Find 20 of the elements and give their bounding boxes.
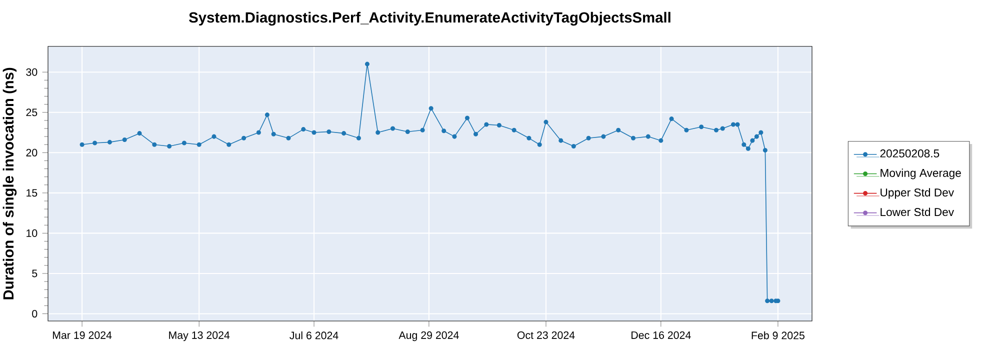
y-tick-label: 0: [32, 310, 38, 318]
legend-label: 20250208.5: [880, 149, 940, 158]
y-axis-title: Duration of single invocation (ns): [2, 68, 17, 300]
y-tick-label: 10: [26, 229, 38, 237]
x-tick-label: Dec 16 2024: [632, 331, 691, 339]
x-tick-label: Mar 19 2024: [52, 331, 112, 339]
x-tick-label: Feb 9 2025: [752, 331, 804, 340]
x-tick-label: Jul 6 2024: [290, 331, 338, 340]
y-tick-label: 25: [26, 108, 38, 116]
y-tick-label: 20: [26, 148, 38, 156]
y-tick-label: 30: [26, 68, 38, 76]
legend-label: Lower Std Dev: [880, 208, 954, 216]
y-tick-label: 5: [32, 270, 38, 278]
legend-label: Upper Std Dev: [880, 188, 954, 199]
x-tick-label: Oct 23 2024: [517, 331, 575, 339]
legend-label: Moving Average: [880, 168, 961, 180]
x-tick-label: Aug 29 2024: [398, 331, 459, 342]
chart-title: System.Diagnostics.Perf_Activity.EnumerateActivityTagObjectsSmall: [189, 12, 670, 26]
y-tick-label: 15: [26, 189, 38, 197]
x-tick-label: May 13 2024: [169, 331, 230, 342]
